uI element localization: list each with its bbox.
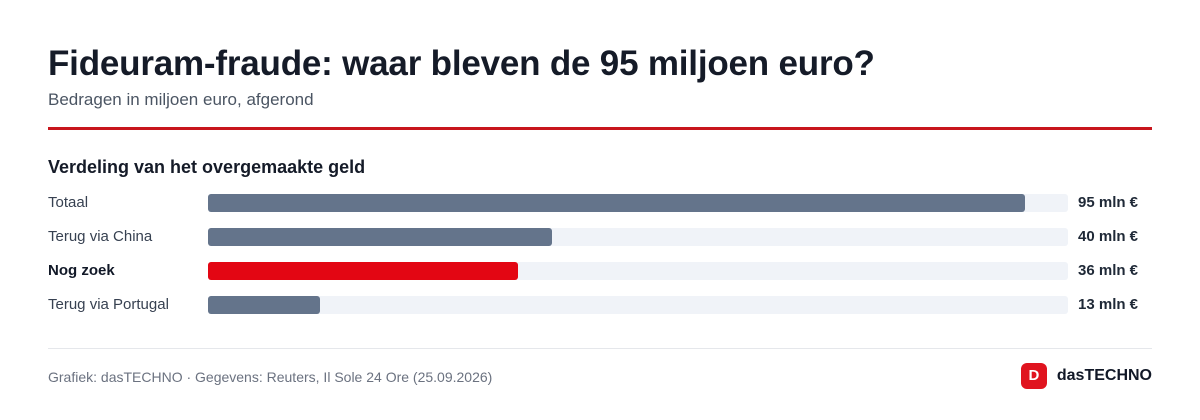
brand-name: dasTECHNO bbox=[1056, 367, 1152, 384]
bar-track bbox=[208, 296, 1068, 314]
bar-track bbox=[208, 262, 1068, 280]
bar-value-label: 13 mln € bbox=[1078, 296, 1139, 313]
bar-value-label: 36 mln € bbox=[1078, 262, 1139, 279]
bar-track bbox=[208, 228, 1068, 246]
bar-value-label: 40 mln € bbox=[1078, 228, 1139, 245]
bar-row: Totaal 95 mln € bbox=[48, 193, 1152, 213]
chart-title: Fideuram-fraude: waar bleven de 95 miljo… bbox=[48, 44, 875, 83]
bar-category-label: Terug via China bbox=[48, 228, 153, 245]
chart-subtitle: Bedragen in miljoen euro, afgerond bbox=[48, 90, 314, 109]
bar-track bbox=[208, 194, 1068, 212]
bar-category-label: Terug via Portugal bbox=[48, 296, 169, 313]
source-note: Grafiek: dasTECHNO · Gegevens: Reuters, … bbox=[48, 369, 493, 385]
footer-divider bbox=[48, 348, 1152, 349]
title-divider bbox=[48, 127, 1152, 130]
section-title: Verdeling van het overgemaakte geld bbox=[48, 157, 366, 177]
brand-logo-icon: D bbox=[1020, 363, 1047, 389]
bar-row: Terug via China 40 mln € bbox=[48, 227, 1152, 247]
bar-category-label: Nog zoek bbox=[48, 262, 115, 279]
bar-row: Terug via Portugal 13 mln € bbox=[48, 295, 1152, 315]
bar bbox=[208, 194, 1025, 212]
bar bbox=[208, 228, 552, 246]
brand: D dasTECHNO bbox=[1020, 363, 1152, 389]
bar bbox=[208, 296, 320, 314]
bar-row: Nog zoek 36 mln € bbox=[48, 261, 1152, 281]
bar bbox=[208, 262, 518, 280]
bar-category-label: Totaal bbox=[48, 194, 89, 211]
bar-value-label: 95 mln € bbox=[1078, 194, 1139, 211]
